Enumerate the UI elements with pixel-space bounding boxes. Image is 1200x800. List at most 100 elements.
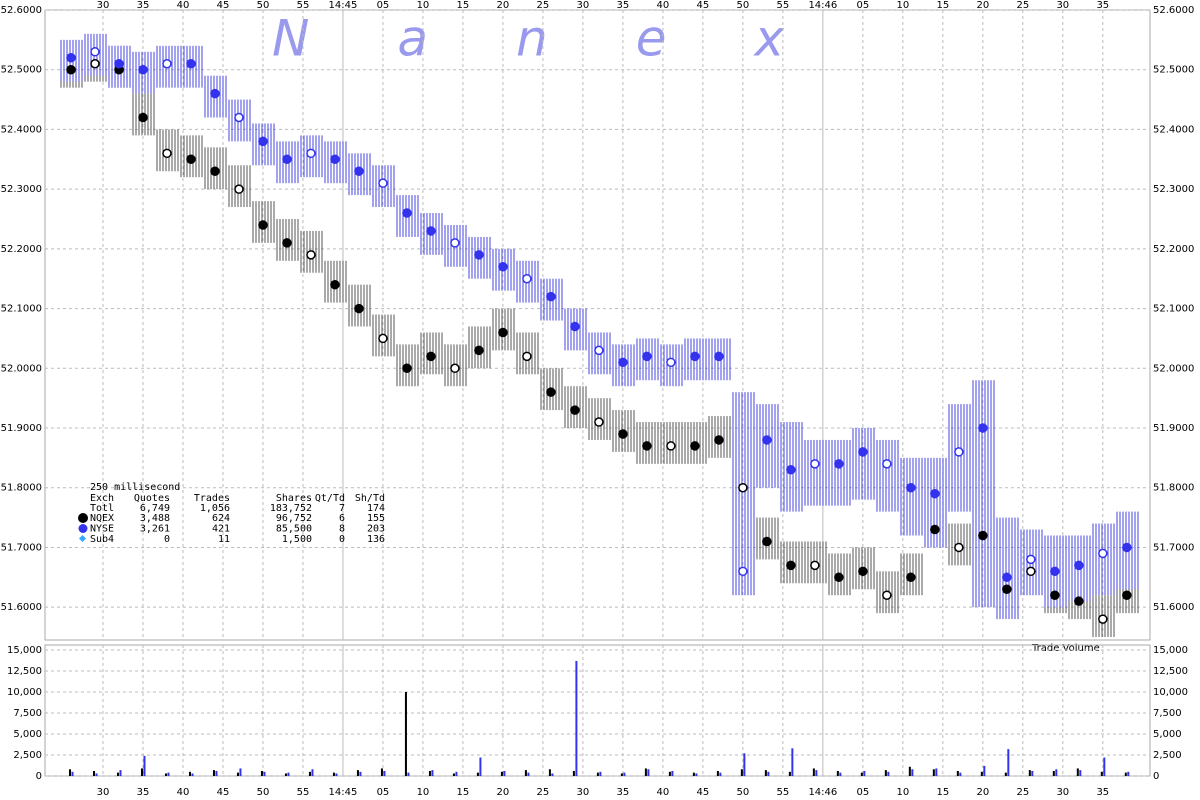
trade-point [378, 333, 388, 344]
trade-point [114, 58, 124, 69]
watermark: Nanex [272, 10, 872, 68]
x-tick-label: 55 [776, 787, 789, 798]
trade-point [66, 64, 76, 75]
stats-title: 250 millisecond [90, 482, 180, 493]
trade-point [1002, 584, 1012, 594]
stats-cell: 0 [164, 534, 170, 545]
stats-cell: Sub4 [90, 534, 114, 545]
trade-point [786, 560, 796, 571]
volume-bar [404, 692, 407, 776]
x-tick-label: 45 [697, 787, 710, 798]
trade-point [930, 524, 940, 535]
volume-bar [1028, 770, 1031, 776]
trade-point [594, 417, 604, 427]
y-tick-label: 2,500 [13, 750, 42, 761]
trade-point [954, 447, 964, 457]
volume-bar [548, 769, 551, 776]
trade-point [306, 148, 316, 159]
y-tick-label: 51.9000 [1153, 423, 1194, 434]
volume-bar [191, 773, 194, 776]
y-tick-label: 52.2000 [1153, 244, 1194, 255]
trade-point [138, 64, 148, 75]
trade-point [138, 112, 148, 123]
volume-bar [71, 771, 74, 776]
volume-bar [740, 769, 743, 776]
trade-point [378, 178, 388, 188]
legend-marker [78, 524, 88, 533]
quote-range [994, 517, 1019, 620]
trade-point [930, 488, 940, 499]
trade-point [834, 572, 844, 583]
volume-bar [884, 770, 887, 776]
y-tick-label: 52.3000 [1, 184, 42, 195]
volume-bar [911, 769, 914, 776]
x-tick-label: 15 [457, 0, 470, 11]
volume-bar [479, 757, 482, 776]
x-tick-label: 40 [177, 0, 190, 11]
stats-cell: Quotes [134, 493, 170, 504]
quote-range [946, 404, 971, 512]
volume-bar [188, 771, 191, 776]
volume-bar [143, 755, 146, 776]
volume-bar [647, 769, 650, 776]
volume-bar [575, 660, 578, 776]
x-tick-label: 50 [257, 787, 270, 798]
stats-cell: 183,752 [270, 503, 312, 514]
stats-cell: 6,749 [140, 503, 170, 514]
trade-point [978, 530, 988, 541]
y-tick-label: 5,000 [13, 729, 42, 740]
trade-point [738, 566, 748, 577]
trade-point [522, 273, 532, 284]
x-tick-label: 10 [417, 0, 430, 11]
trade-point [834, 459, 844, 469]
trade-point [354, 303, 364, 314]
volume-bar [935, 768, 938, 776]
volume-bar [836, 770, 839, 776]
trade-point [594, 345, 604, 356]
trade-point [210, 166, 220, 176]
trade-point [1074, 560, 1084, 571]
volume-bar [428, 770, 431, 776]
volume-bar [623, 772, 626, 776]
legend-marker [78, 513, 88, 523]
plot-frame [44, 644, 1151, 777]
y-tick-label: 0 [1153, 771, 1159, 782]
y-tick-label: 52.1000 [1153, 304, 1194, 315]
x-tick-label: 30 [97, 0, 110, 11]
x-tick-label: 45 [217, 787, 230, 798]
volume-bar [1124, 772, 1127, 776]
stats-cell: 0 [339, 534, 345, 545]
trade-point [426, 351, 436, 362]
volume-bar [167, 772, 170, 776]
volume-bar [284, 773, 287, 776]
volume-bar [695, 773, 698, 776]
stats-cell: 3,261 [140, 524, 170, 535]
trade-point [570, 321, 580, 332]
volume-bar [260, 770, 263, 776]
x-tick-label: 40 [657, 787, 670, 798]
y-tick-label: 51.8000 [1153, 483, 1194, 494]
stats-cell: 155 [367, 513, 385, 524]
stats-cell: 624 [212, 513, 230, 524]
stats-cell: Shares [276, 493, 312, 504]
stats-cell: 85,500 [276, 524, 312, 535]
stats-cell: Qt/Td [315, 493, 345, 504]
volume-bar [212, 770, 215, 776]
x-tick-label: 45 [697, 0, 710, 11]
volume-bar [1103, 757, 1106, 776]
x-tick-label: 25 [1016, 0, 1029, 11]
volume-bar [263, 771, 266, 776]
trade-point [666, 441, 676, 451]
x-tick-label: 50 [257, 0, 270, 11]
trade-point [1002, 572, 1012, 583]
legend-marker [78, 534, 87, 543]
trade-point [282, 238, 292, 248]
legend-label: NYSE [90, 524, 114, 535]
x-tick-label: 55 [297, 787, 310, 798]
x-tick-label: 05 [377, 787, 390, 798]
stats-cell: 8 [339, 524, 345, 535]
trade-point [1098, 614, 1108, 624]
stats-cell: 6 [339, 513, 345, 524]
x-tick-label: 35 [137, 0, 150, 11]
